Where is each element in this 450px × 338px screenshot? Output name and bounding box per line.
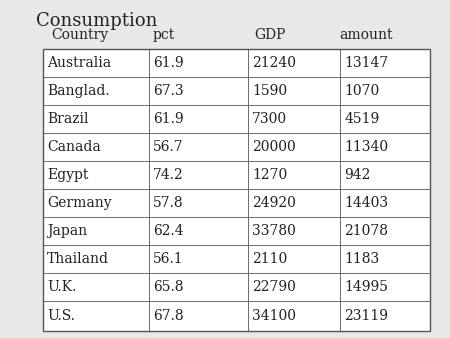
Text: 65.8: 65.8: [153, 281, 184, 294]
Text: U.K.: U.K.: [47, 281, 76, 294]
Text: 34100: 34100: [252, 309, 296, 322]
Text: 11340: 11340: [344, 140, 388, 154]
Text: Consumption: Consumption: [36, 12, 158, 30]
Text: Thailand: Thailand: [47, 252, 109, 266]
Text: 1070: 1070: [344, 84, 379, 98]
Text: 21240: 21240: [252, 56, 296, 70]
Text: U.S.: U.S.: [47, 309, 75, 322]
Text: 13147: 13147: [344, 56, 388, 70]
Text: 67.3: 67.3: [153, 84, 184, 98]
Text: 61.9: 61.9: [153, 56, 184, 70]
Text: Canada: Canada: [47, 140, 101, 154]
Text: 67.8: 67.8: [153, 309, 184, 322]
Text: 24920: 24920: [252, 196, 296, 210]
Text: Brazil: Brazil: [47, 112, 89, 126]
Text: 22790: 22790: [252, 281, 296, 294]
Text: 7300: 7300: [252, 112, 287, 126]
Text: Australia: Australia: [47, 56, 112, 70]
Text: 20000: 20000: [252, 140, 296, 154]
Text: 1590: 1590: [252, 84, 287, 98]
Text: 4519: 4519: [344, 112, 379, 126]
Text: amount: amount: [340, 28, 393, 43]
Text: 74.2: 74.2: [153, 168, 184, 182]
Text: 23119: 23119: [344, 309, 388, 322]
Text: 942: 942: [344, 168, 371, 182]
Text: pct: pct: [153, 28, 175, 43]
Text: 56.7: 56.7: [153, 140, 184, 154]
Text: 21078: 21078: [344, 224, 388, 238]
Text: Japan: Japan: [47, 224, 87, 238]
Text: 1270: 1270: [252, 168, 287, 182]
Text: 14995: 14995: [344, 281, 388, 294]
Text: 33780: 33780: [252, 224, 296, 238]
Text: 57.8: 57.8: [153, 196, 184, 210]
Text: Germany: Germany: [47, 196, 112, 210]
Text: 2110: 2110: [252, 252, 287, 266]
Text: Egypt: Egypt: [47, 168, 89, 182]
Text: 61.9: 61.9: [153, 112, 184, 126]
Text: Country: Country: [52, 28, 109, 43]
Text: 14403: 14403: [344, 196, 388, 210]
Text: Banglad.: Banglad.: [47, 84, 110, 98]
Text: 1183: 1183: [344, 252, 379, 266]
Text: 56.1: 56.1: [153, 252, 184, 266]
Bar: [43, 49, 430, 331]
Text: 62.4: 62.4: [153, 224, 184, 238]
Text: GDP: GDP: [254, 28, 286, 43]
